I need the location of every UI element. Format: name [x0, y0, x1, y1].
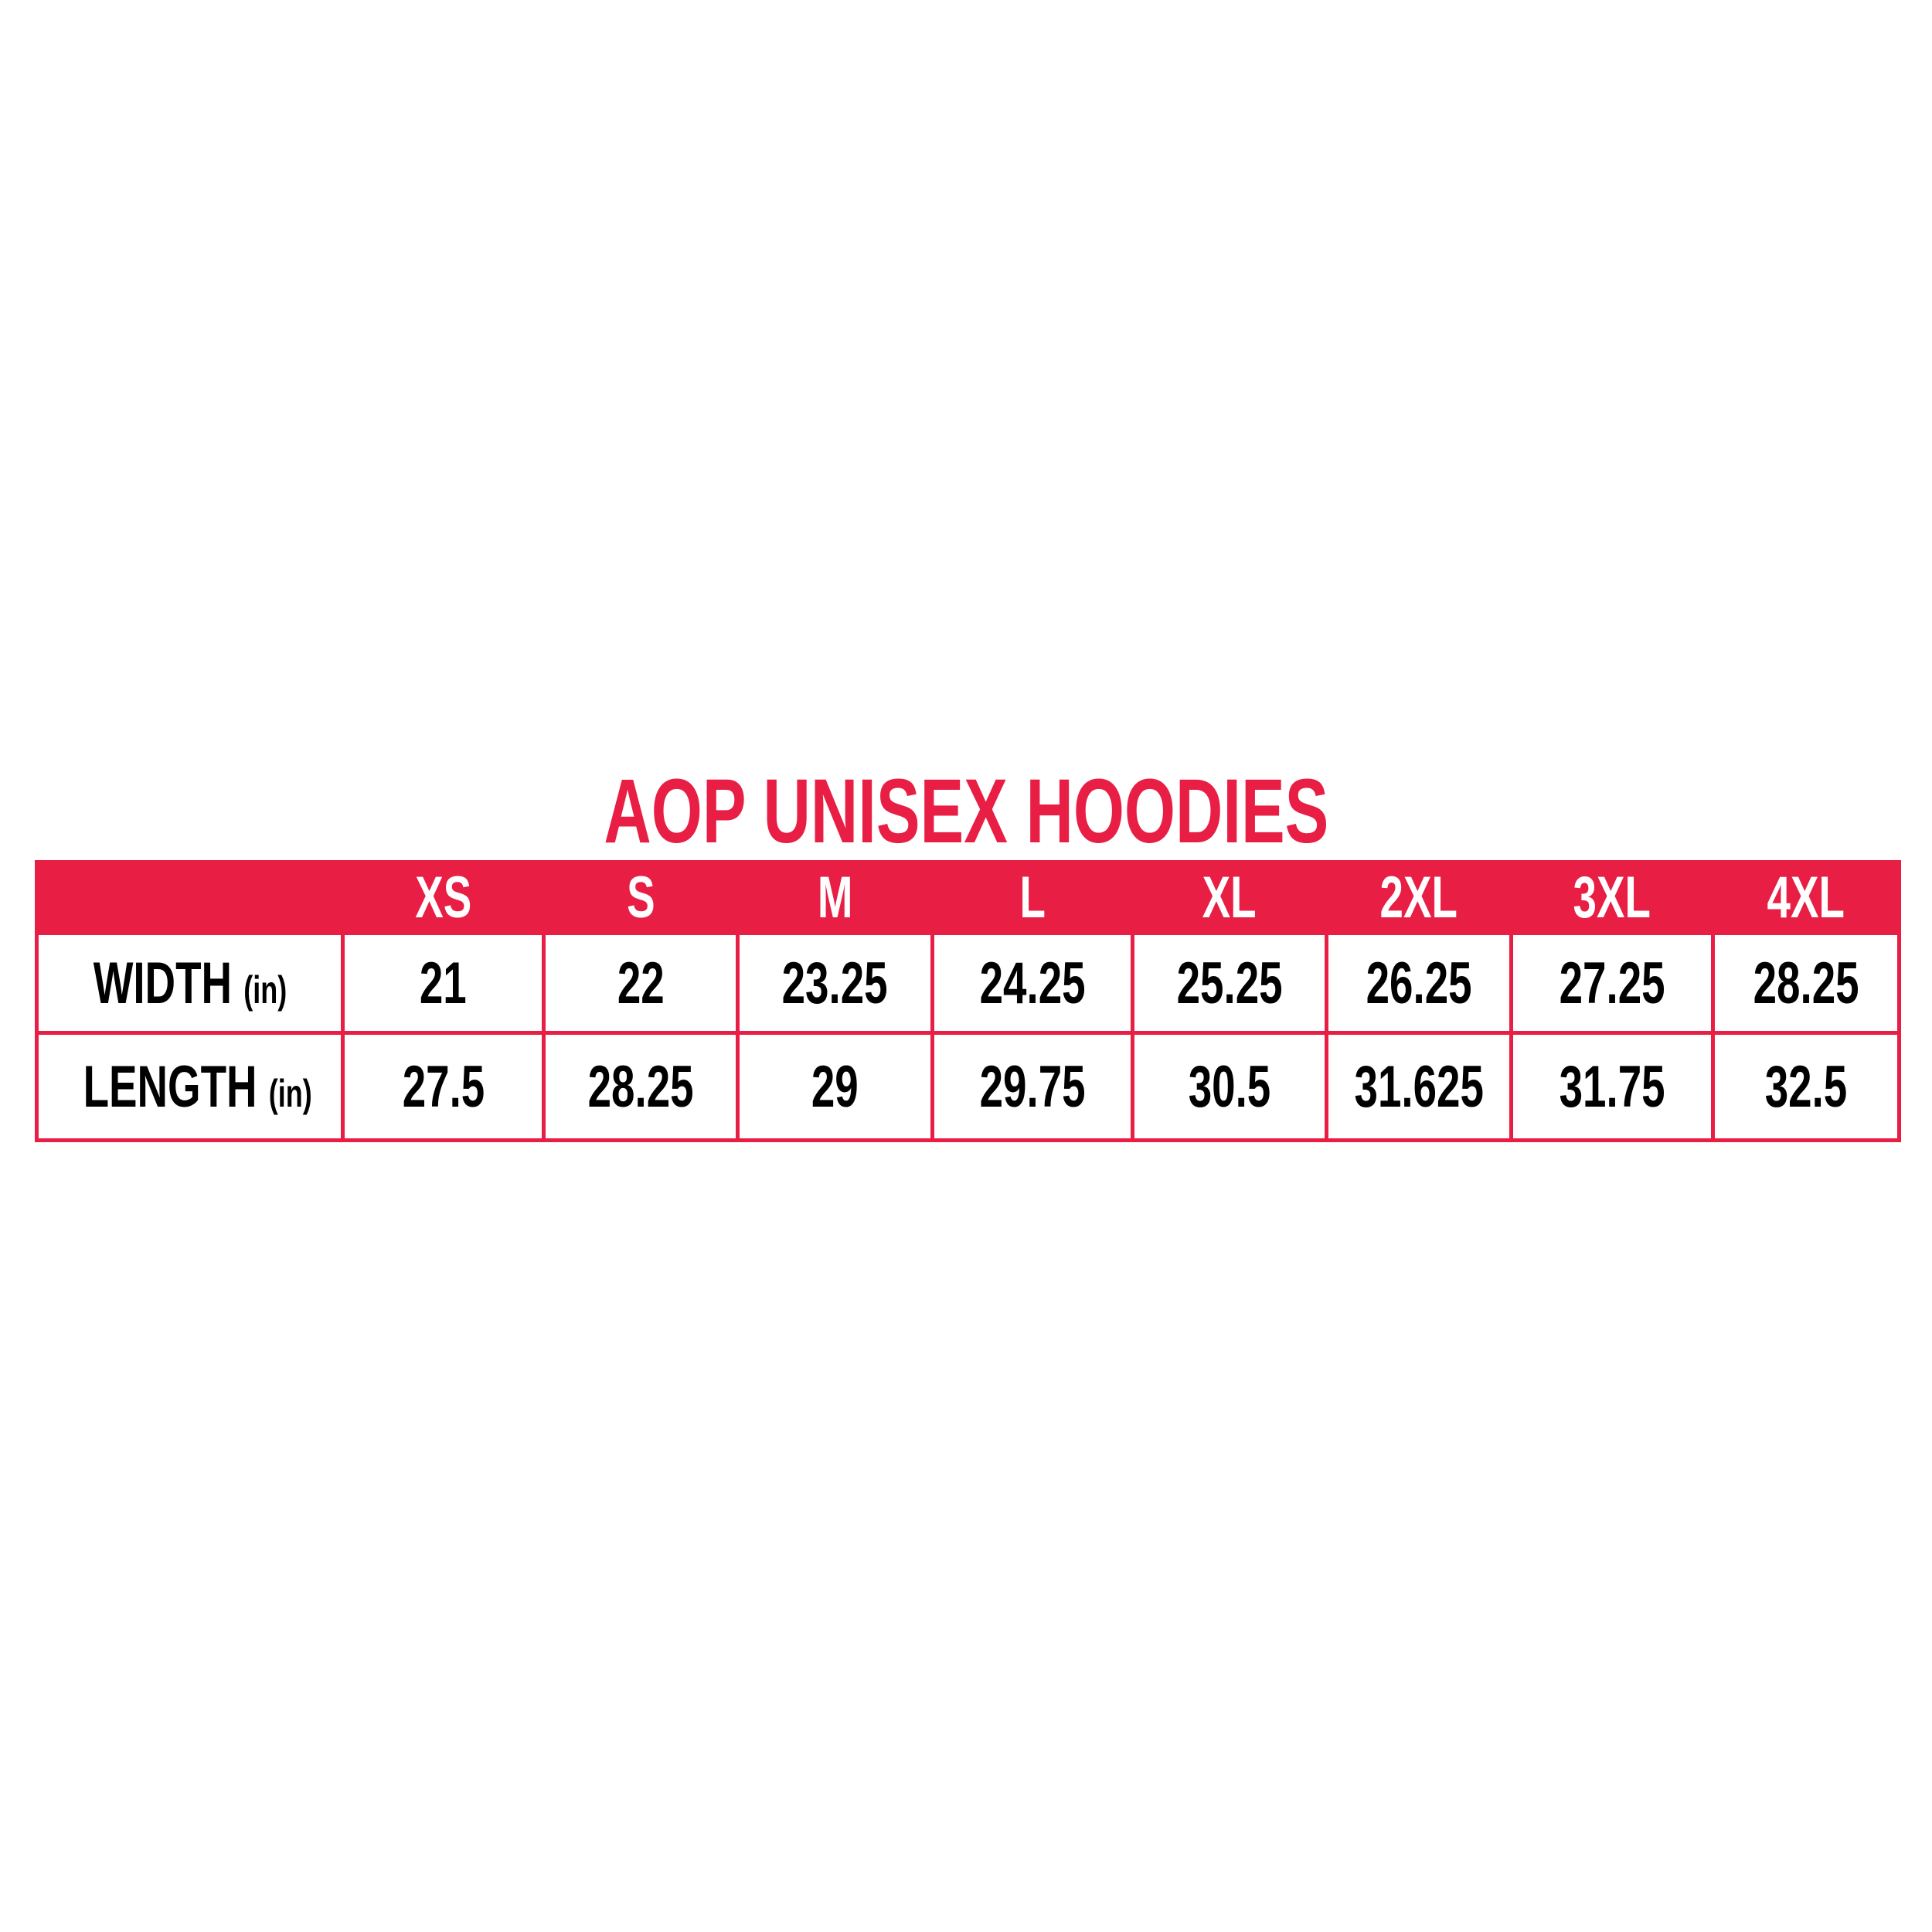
header-cell-empty [35, 860, 345, 935]
size-header: XL [1131, 860, 1328, 935]
size-header: 2XL [1325, 860, 1513, 935]
size-header: L [930, 860, 1134, 935]
measurement-label: LENGTH [83, 1053, 257, 1120]
table-cell: 32.5 [1711, 1031, 1901, 1142]
table-cell: 24.25 [930, 931, 1134, 1035]
header-row: XS S M L XL 2XL 3XL 4XL [35, 860, 1901, 935]
page-title: AOP UNISEX HOODIES [604, 760, 1328, 862]
unit-label: (in) [243, 968, 287, 1012]
row-label: WIDTH (in) [35, 931, 345, 1035]
table-cell: 26.25 [1325, 931, 1513, 1035]
size-header: 4XL [1711, 860, 1901, 935]
measurement-label: WIDTH [93, 950, 232, 1016]
size-header: 3XL [1509, 860, 1715, 935]
table-cell: 23.25 [736, 931, 934, 1035]
table-row: WIDTH (in) 21 22 23.25 24.25 25.25 26.25 27.25 2… [35, 931, 1901, 1035]
table-cell: 22 [542, 931, 740, 1035]
table-cell: 31.625 [1325, 1031, 1513, 1142]
size-header: S [542, 860, 740, 935]
table-cell: 29.75 [930, 1031, 1134, 1142]
table-row: LENGTH (in) 27.5 28.25 29 29.75 30.5 31.625 31.… [35, 1031, 1901, 1142]
table-cell: 31.75 [1509, 1031, 1715, 1142]
table-cell: 29 [736, 1031, 934, 1142]
table-cell: 28.25 [542, 1031, 740, 1142]
table-cell: 21 [341, 931, 546, 1035]
table-cell: 25.25 [1131, 931, 1328, 1035]
size-header: M [736, 860, 934, 935]
table-cell: 30.5 [1131, 1031, 1328, 1142]
table-cell: 27.5 [341, 1031, 546, 1142]
size-header: XS [341, 860, 546, 935]
table-cell: 27.25 [1509, 931, 1715, 1035]
row-label: LENGTH (in) [35, 1031, 345, 1142]
size-chart-table: XS S M L XL 2XL 3XL 4XL WIDTH (in) 21 22 23.25 24.2… [35, 860, 1901, 1142]
table-cell: 28.25 [1711, 931, 1901, 1035]
unit-label: (in) [268, 1071, 312, 1115]
